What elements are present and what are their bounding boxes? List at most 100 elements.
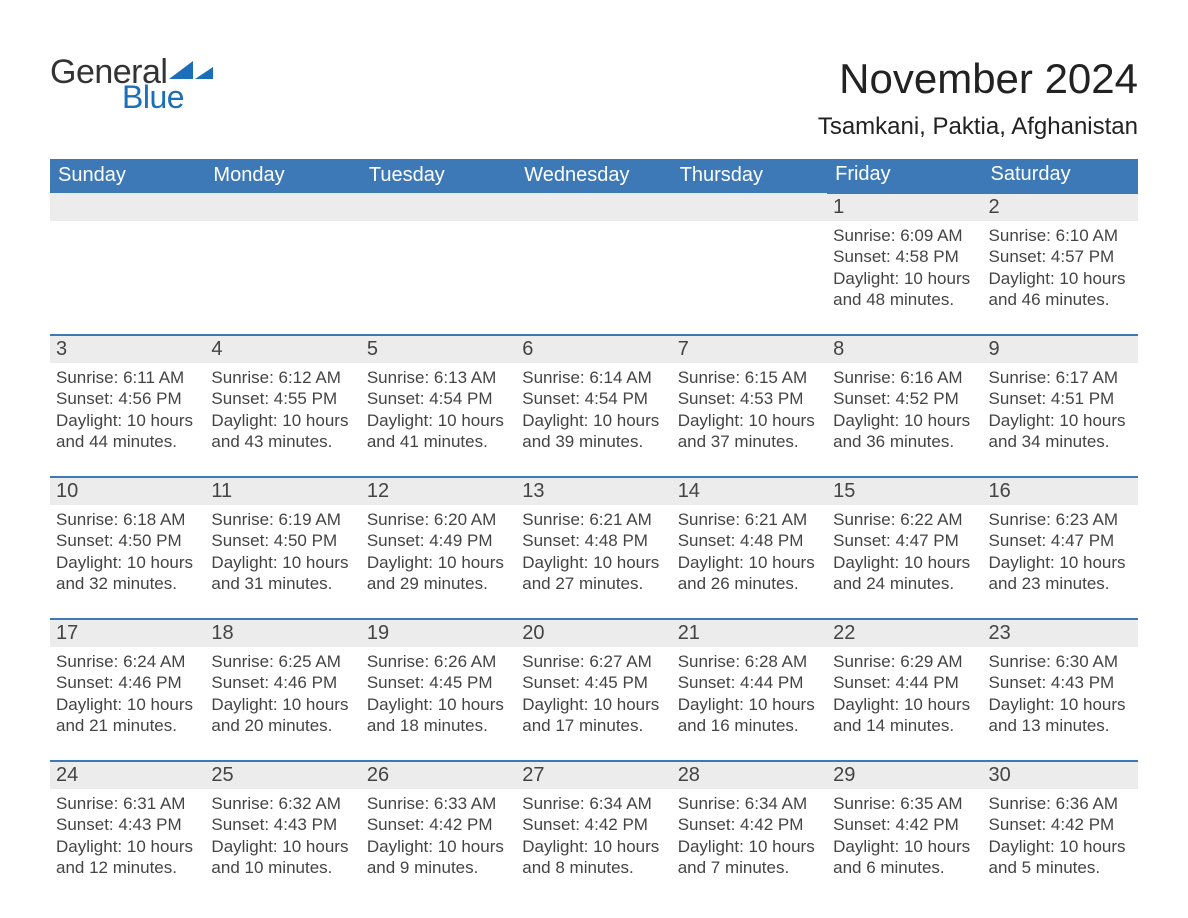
day-body-cell: Sunrise: 6:30 AMSunset: 4:43 PMDaylight:…: [983, 647, 1138, 747]
daylight-text-1: Daylight: 10 hours: [678, 836, 821, 857]
daylight-text-2: and 31 minutes.: [211, 573, 354, 594]
day-body-cell: Sunrise: 6:19 AMSunset: 4:50 PMDaylight:…: [205, 505, 360, 605]
sunset-text: Sunset: 4:45 PM: [367, 672, 510, 693]
day-number: 28: [678, 764, 700, 786]
daylight-text-2: and 21 minutes.: [56, 715, 199, 736]
sunset-text: Sunset: 4:42 PM: [678, 814, 821, 835]
daylight-text-2: and 10 minutes.: [211, 857, 354, 878]
day-number-cell: 2: [983, 193, 1138, 221]
day-number-cell: [50, 193, 205, 221]
daylight-text-2: and 39 minutes.: [522, 431, 665, 452]
day-number: 7: [678, 338, 689, 360]
day-body-cell: Sunrise: 6:34 AMSunset: 4:42 PMDaylight:…: [516, 789, 671, 889]
day-number-cell: 7: [672, 335, 827, 363]
day-number-row: 10111213141516: [50, 477, 1138, 505]
day-number-cell: 19: [361, 619, 516, 647]
brand-logo: General Blue: [50, 55, 213, 113]
day-number: 2: [989, 196, 1000, 218]
daylight-text-1: Daylight: 10 hours: [367, 694, 510, 715]
week-spacer: [50, 747, 1138, 761]
day-body-cell: [672, 221, 827, 321]
sunrise-text: Sunrise: 6:24 AM: [56, 651, 199, 672]
sunrise-text: Sunrise: 6:36 AM: [989, 793, 1132, 814]
daylight-text-2: and 24 minutes.: [833, 573, 976, 594]
day-number: 30: [989, 764, 1011, 786]
daylight-text-2: and 9 minutes.: [367, 857, 510, 878]
day-number-cell: 26: [361, 761, 516, 789]
day-body-cell: Sunrise: 6:26 AMSunset: 4:45 PMDaylight:…: [361, 647, 516, 747]
brand-blue-text: Blue: [122, 81, 213, 113]
daylight-text-2: and 46 minutes.: [989, 289, 1132, 310]
sunrise-text: Sunrise: 6:10 AM: [989, 225, 1132, 246]
day-number: 10: [56, 480, 78, 502]
daylight-text-1: Daylight: 10 hours: [367, 552, 510, 573]
day-number-cell: 10: [50, 477, 205, 505]
day-number: 22: [833, 622, 855, 644]
day-number-cell: 29: [827, 761, 982, 789]
day-number: 12: [367, 480, 389, 502]
sunrise-text: Sunrise: 6:27 AM: [522, 651, 665, 672]
daylight-text-2: and 48 minutes.: [833, 289, 976, 310]
weekday-header: Thursday: [672, 159, 827, 193]
daylight-text-1: Daylight: 10 hours: [211, 410, 354, 431]
daylight-text-2: and 23 minutes.: [989, 573, 1132, 594]
sunset-text: Sunset: 4:56 PM: [56, 388, 199, 409]
daylight-text-1: Daylight: 10 hours: [367, 410, 510, 431]
sunrise-text: Sunrise: 6:23 AM: [989, 509, 1132, 530]
day-number-cell: 15: [827, 477, 982, 505]
day-number-cell: 13: [516, 477, 671, 505]
day-body-cell: Sunrise: 6:15 AMSunset: 4:53 PMDaylight:…: [672, 363, 827, 463]
day-body-cell: Sunrise: 6:11 AMSunset: 4:56 PMDaylight:…: [50, 363, 205, 463]
day-body-row: Sunrise: 6:31 AMSunset: 4:43 PMDaylight:…: [50, 789, 1138, 889]
sunrise-text: Sunrise: 6:20 AM: [367, 509, 510, 530]
daylight-text-2: and 18 minutes.: [367, 715, 510, 736]
sunrise-text: Sunrise: 6:14 AM: [522, 367, 665, 388]
sunrise-text: Sunrise: 6:28 AM: [678, 651, 821, 672]
day-number-cell: 1: [827, 193, 982, 221]
daylight-text-1: Daylight: 10 hours: [211, 552, 354, 573]
day-number: 24: [56, 764, 78, 786]
calendar-body: 12 Sunrise: 6:09 AMSunset: 4:58 PMDaylig…: [50, 193, 1138, 889]
sunset-text: Sunset: 4:52 PM: [833, 388, 976, 409]
day-number-row: 17181920212223: [50, 619, 1138, 647]
day-body-cell: [516, 221, 671, 321]
day-number-cell: [672, 193, 827, 221]
daylight-text-2: and 7 minutes.: [678, 857, 821, 878]
sunset-text: Sunset: 4:50 PM: [56, 530, 199, 551]
day-number-cell: 21: [672, 619, 827, 647]
sunrise-text: Sunrise: 6:25 AM: [211, 651, 354, 672]
day-number: 26: [367, 764, 389, 786]
weekday-header-row: Sunday Monday Tuesday Wednesday Thursday…: [50, 159, 1138, 193]
sunrise-text: Sunrise: 6:34 AM: [522, 793, 665, 814]
sunset-text: Sunset: 4:42 PM: [989, 814, 1132, 835]
daylight-text-2: and 29 minutes.: [367, 573, 510, 594]
day-body-cell: Sunrise: 6:21 AMSunset: 4:48 PMDaylight:…: [516, 505, 671, 605]
day-body-cell: [50, 221, 205, 321]
daylight-text-2: and 41 minutes.: [367, 431, 510, 452]
daylight-text-1: Daylight: 10 hours: [522, 694, 665, 715]
daylight-text-2: and 14 minutes.: [833, 715, 976, 736]
sunrise-text: Sunrise: 6:34 AM: [678, 793, 821, 814]
day-body-cell: Sunrise: 6:29 AMSunset: 4:44 PMDaylight:…: [827, 647, 982, 747]
weekday-header: Wednesday: [516, 159, 671, 193]
day-body-cell: Sunrise: 6:31 AMSunset: 4:43 PMDaylight:…: [50, 789, 205, 889]
day-number: 17: [56, 622, 78, 644]
sunset-text: Sunset: 4:42 PM: [833, 814, 976, 835]
day-number: 3: [56, 338, 67, 360]
title-block: November 2024 Tsamkani, Paktia, Afghanis…: [818, 55, 1138, 141]
day-body-cell: [205, 221, 360, 321]
sunset-text: Sunset: 4:43 PM: [989, 672, 1132, 693]
day-number: 23: [989, 622, 1011, 644]
sunset-text: Sunset: 4:58 PM: [833, 246, 976, 267]
day-number-cell: 4: [205, 335, 360, 363]
sunset-text: Sunset: 4:51 PM: [989, 388, 1132, 409]
daylight-text-1: Daylight: 10 hours: [989, 268, 1132, 289]
sunrise-text: Sunrise: 6:33 AM: [367, 793, 510, 814]
sunrise-text: Sunrise: 6:22 AM: [833, 509, 976, 530]
daylight-text-2: and 8 minutes.: [522, 857, 665, 878]
daylight-text-1: Daylight: 10 hours: [678, 694, 821, 715]
daylight-text-1: Daylight: 10 hours: [989, 410, 1132, 431]
day-number: 21: [678, 622, 700, 644]
day-body-row: Sunrise: 6:18 AMSunset: 4:50 PMDaylight:…: [50, 505, 1138, 605]
day-number: 9: [989, 338, 1000, 360]
